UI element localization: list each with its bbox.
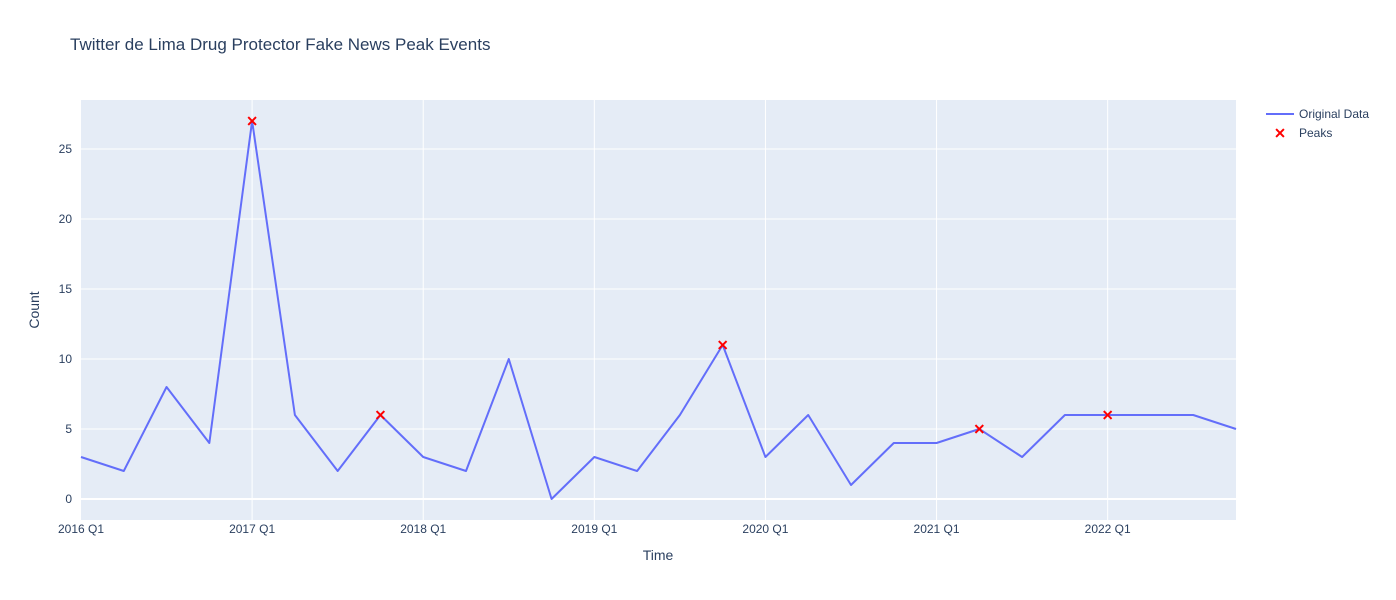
y-tick-label: 0: [65, 492, 72, 506]
y-tick-labels: 0 5 10 15 20 25: [59, 142, 73, 506]
legend: Original Data Peaks: [1266, 107, 1369, 140]
x-axis-title: Time: [643, 547, 674, 563]
legend-label-peaks: Peaks: [1299, 126, 1332, 140]
x-tick-label: 2016 Q1: [58, 522, 104, 536]
series-layer: [80, 120, 1237, 500]
legend-item-peaks[interactable]: Peaks: [1275, 126, 1332, 140]
grid-lines: [81, 100, 1236, 520]
peak-marker: [247, 116, 257, 126]
x-tick-label: 2022 Q1: [1085, 522, 1131, 536]
series-line-original-data: [80, 120, 1237, 500]
peak-marker: [974, 424, 984, 434]
legend-item-original-data[interactable]: Original Data: [1266, 107, 1369, 121]
y-axis-title: Count: [26, 291, 42, 328]
chart-title: Twitter de Lima Drug Protector Fake News…: [70, 35, 490, 54]
x-tick-label: 2018 Q1: [400, 522, 446, 536]
peak-marker: [1103, 410, 1113, 420]
x-tick-label: 2017 Q1: [229, 522, 275, 536]
x-tick-label: 2020 Q1: [742, 522, 788, 536]
plot-background: [81, 100, 1236, 520]
x-tick-label: 2021 Q1: [914, 522, 960, 536]
y-tick-label: 25: [59, 142, 73, 156]
peak-markers: [247, 116, 1113, 434]
peak-marker: [718, 340, 728, 350]
x-tick-label: 2019 Q1: [571, 522, 617, 536]
y-tick-label: 10: [59, 352, 73, 366]
y-tick-label: 15: [59, 282, 73, 296]
y-tick-label: 20: [59, 212, 73, 226]
x-tick-labels: 2016 Q1 2017 Q1 2018 Q1 2019 Q1 2020 Q1 2021 …: [58, 522, 1131, 536]
peak-marker: [375, 410, 386, 420]
y-tick-label: 5: [65, 422, 72, 436]
legend-x-marker-icon: [1275, 128, 1285, 138]
legend-label-original-data: Original Data: [1299, 107, 1369, 121]
